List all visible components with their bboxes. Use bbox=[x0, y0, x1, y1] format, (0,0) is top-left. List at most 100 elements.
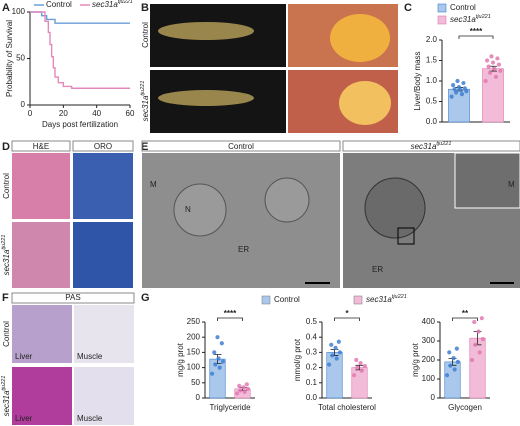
data-point bbox=[469, 357, 475, 363]
liver-lobe bbox=[339, 81, 391, 125]
y-tick-label: 0.0 bbox=[306, 393, 318, 402]
x-axis-label: Days post fertilization bbox=[42, 120, 118, 129]
row-label: sec31atju221 bbox=[140, 81, 150, 122]
y-tick-label: 0.0 bbox=[426, 117, 438, 126]
em-label: M bbox=[508, 180, 515, 189]
data-point bbox=[449, 94, 454, 99]
data-point bbox=[220, 359, 226, 364]
row-label: Control bbox=[2, 173, 11, 199]
y-tick-label: 1.5 bbox=[426, 56, 438, 65]
bar bbox=[482, 68, 504, 123]
panel-letter: B bbox=[141, 2, 149, 14]
data-point bbox=[330, 353, 335, 358]
panel-letter: G bbox=[141, 292, 150, 304]
legend-label-main: sec31a bbox=[366, 295, 392, 304]
row-label-sup: tju221 bbox=[1, 235, 7, 250]
header-box bbox=[11, 292, 135, 304]
pas-stain bbox=[12, 367, 72, 425]
data-point bbox=[447, 350, 452, 355]
y-tick-label: 250 bbox=[187, 317, 201, 326]
y-tick-label: 50 bbox=[16, 54, 25, 63]
y-tick-label: 400 bbox=[422, 317, 436, 326]
legend-label-main: sec31a bbox=[92, 0, 118, 9]
y-axis-label: mg/g prot bbox=[411, 342, 420, 377]
nucleus bbox=[173, 183, 227, 237]
x-tick-label: 60 bbox=[126, 109, 135, 118]
bar bbox=[209, 358, 226, 399]
nucleus bbox=[364, 177, 426, 239]
survival-line bbox=[30, 11, 130, 89]
col-header: sec31atju221 bbox=[411, 141, 452, 151]
data-point bbox=[326, 362, 332, 367]
image-label: Liver bbox=[15, 414, 33, 423]
data-point bbox=[213, 362, 218, 367]
legend-label: Control bbox=[274, 295, 300, 304]
significance-bracket bbox=[452, 317, 478, 321]
data-point bbox=[487, 70, 493, 75]
data-point bbox=[455, 359, 461, 364]
y-tick-label: 200 bbox=[187, 332, 201, 341]
col-header: PAS bbox=[65, 293, 80, 302]
y-axis-label: mg/g prot bbox=[176, 342, 185, 377]
oro-stain bbox=[73, 153, 133, 219]
em-label: ER bbox=[238, 245, 249, 254]
y-tick-label: 50 bbox=[191, 378, 200, 387]
legend-label-sup: tju221 bbox=[392, 294, 407, 300]
x-axis-label: Glycogen bbox=[448, 403, 482, 412]
data-point bbox=[444, 373, 450, 378]
legend-label-main: sec31a bbox=[450, 15, 476, 24]
data-point bbox=[217, 365, 222, 370]
panel-letter: C bbox=[404, 2, 412, 14]
data-point bbox=[216, 356, 221, 361]
data-point bbox=[455, 78, 460, 84]
he-stain bbox=[12, 153, 70, 219]
em-label: ER bbox=[372, 265, 383, 274]
data-point bbox=[362, 363, 368, 369]
legend-label: sec31atju221 bbox=[450, 14, 491, 24]
data-point bbox=[476, 329, 481, 334]
row-label: Control bbox=[141, 22, 150, 48]
header-box bbox=[11, 140, 71, 152]
data-point bbox=[479, 316, 484, 321]
data-point bbox=[336, 339, 341, 344]
he-stain bbox=[12, 222, 70, 288]
legend-label-sup: tju221 bbox=[118, 0, 133, 5]
fish bbox=[158, 22, 254, 40]
data-point bbox=[337, 350, 343, 355]
y-tick-label: 100 bbox=[422, 374, 436, 383]
data-point bbox=[452, 367, 457, 372]
data-point bbox=[462, 86, 468, 91]
data-point bbox=[234, 391, 240, 396]
inset bbox=[454, 152, 520, 209]
data-point bbox=[245, 386, 251, 391]
significance: **** bbox=[470, 27, 483, 36]
data-point bbox=[483, 78, 488, 84]
y-tick-label: 0 bbox=[196, 393, 201, 402]
data-point bbox=[459, 92, 465, 97]
legend-label: sec31atju221 bbox=[366, 294, 407, 304]
data-point bbox=[492, 66, 497, 71]
data-point bbox=[358, 360, 363, 366]
legend-swatch bbox=[353, 295, 363, 305]
header-box bbox=[72, 140, 134, 152]
y-tick-label: 0.5 bbox=[306, 317, 318, 326]
pas-stain bbox=[74, 305, 134, 363]
data-point bbox=[355, 365, 360, 370]
legend-label: sec31atju221 bbox=[92, 0, 133, 9]
data-point bbox=[451, 356, 456, 361]
data-point bbox=[219, 341, 224, 346]
data-point bbox=[493, 74, 499, 79]
y-tick-label: 0.5 bbox=[426, 97, 438, 106]
y-tick-label: 0 bbox=[431, 393, 436, 402]
data-point bbox=[477, 350, 482, 355]
em-image bbox=[142, 153, 340, 288]
oro-stain bbox=[73, 222, 133, 288]
col-header-sup: tju221 bbox=[436, 141, 451, 147]
data-point bbox=[215, 335, 220, 340]
x-axis-label: Triglyceride bbox=[209, 403, 251, 412]
data-point bbox=[238, 388, 243, 393]
row-label: sec31atju221 bbox=[1, 235, 11, 276]
legend-swatch bbox=[437, 15, 447, 25]
zoom-box bbox=[397, 227, 415, 245]
